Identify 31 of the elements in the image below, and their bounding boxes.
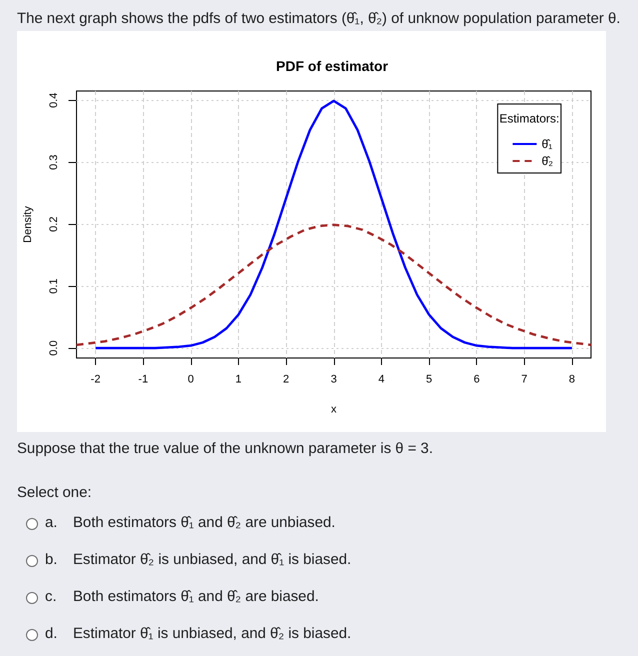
y-tick-label: 0.0 [48, 340, 60, 356]
legend-label: θ̂₁ [542, 137, 552, 151]
text: The next graph shows the pdfs of two estimators (θ̂₁, θ̂₂) of unknow population parameter θ. [17, 11, 620, 27]
x-tick-label: 5 [426, 374, 432, 386]
line-series [94, 100, 574, 350]
chart-title: PDF of estimator [276, 58, 389, 74]
x-tick-label: 0 [188, 374, 194, 386]
text: Select one: [17, 485, 92, 502]
x-tick-label: 6 [474, 374, 480, 386]
y-tick-label: 0.1 [48, 278, 60, 294]
x-tick-label: -1 [138, 374, 148, 386]
x-tick-label: 7 [521, 374, 528, 386]
y-tick-label: 0.3 [48, 154, 60, 170]
x-tick-label: 1 [235, 374, 242, 386]
y-tick-label: 0.2 [48, 216, 60, 232]
x-tick-label: 4 [378, 374, 384, 386]
text: d. Estimator θ̂₁ is unbiased, and θ̂₂ is biased. [45, 626, 352, 643]
text: Suppose that the true value of the unknown parameter is θ = 3. [17, 441, 433, 458]
legend-label: θ̂₂ [542, 154, 554, 168]
text: b. Estimator θ̂₂ is unbiased, and θ̂₁ is biased. [45, 552, 352, 569]
text: a. Both estimators θ̂₁ and θ̂₂ are unbiased. [45, 515, 336, 532]
y-tick-label: 0.4 [48, 92, 60, 108]
line-series [75, 224, 592, 346]
legend-title: Estimators: [499, 112, 560, 126]
x-tick-label: 2 [283, 374, 290, 386]
x-tick-label: 3 [330, 374, 337, 386]
text: c. Both estimators θ̂₁ and θ̂₂ are biased. [45, 589, 319, 606]
x-axis-title: x [331, 404, 337, 416]
x-tick-label: 8 [568, 374, 576, 386]
y-axis-title: Density [22, 206, 34, 243]
x-tick-label: -2 [90, 374, 100, 386]
